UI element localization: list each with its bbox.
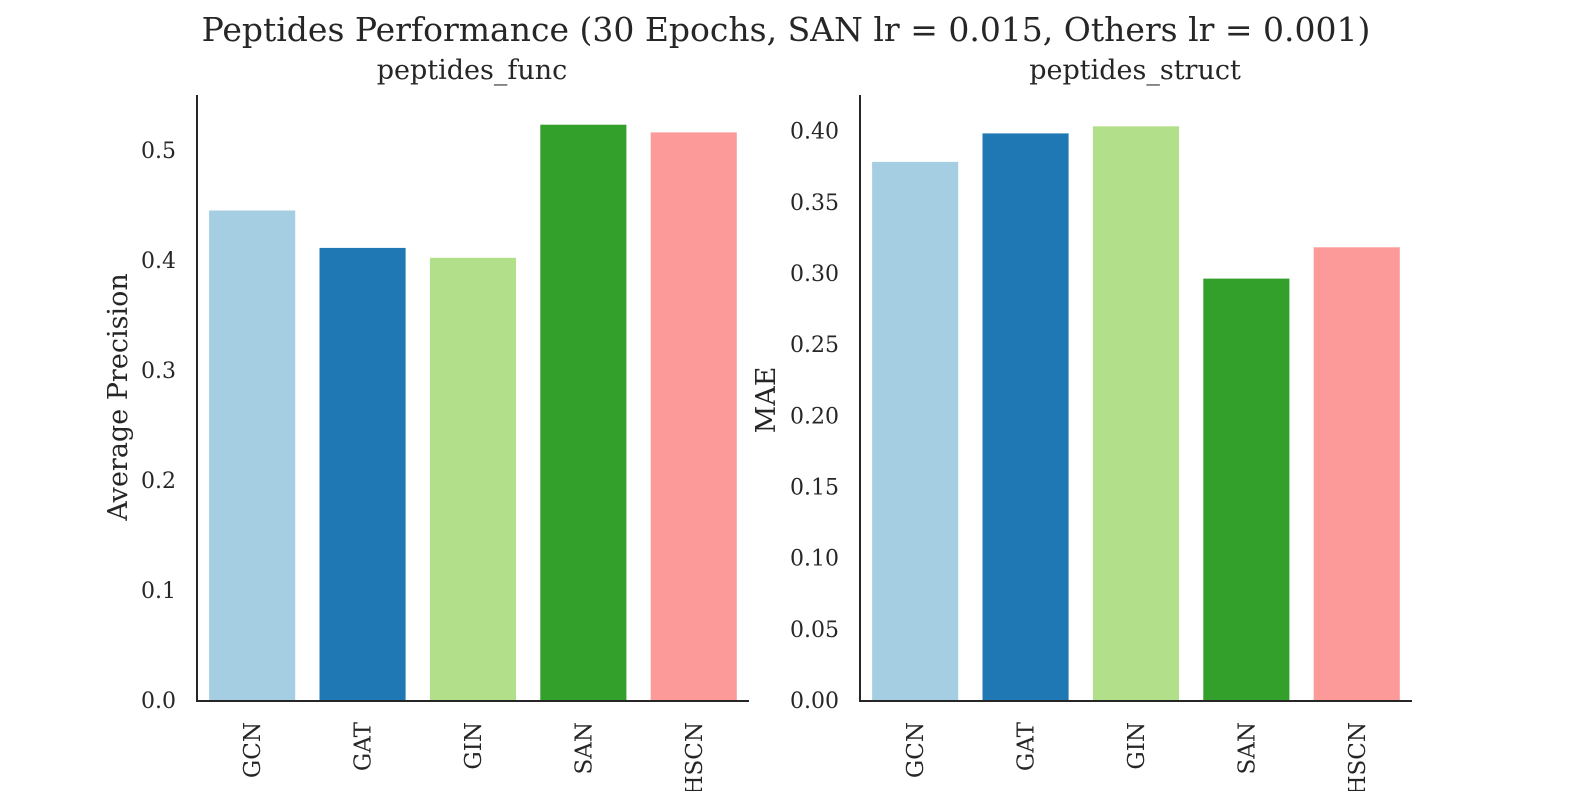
bar-san xyxy=(540,124,627,700)
y-tick-label: 0.00 xyxy=(790,689,839,714)
x-tick-label: HSCN xyxy=(682,722,708,791)
bar-hscn xyxy=(1313,247,1400,701)
x-tick-label: GIN xyxy=(1124,722,1150,770)
bar-gat xyxy=(319,247,406,700)
bar-san xyxy=(1203,278,1290,700)
x-ticks: GCN GAT GIN SAN HSCN xyxy=(903,721,1371,791)
y-tick-label: 0.25 xyxy=(790,333,839,358)
y-tick-label: 0.0 xyxy=(141,689,176,714)
y-ticks: 0.00 0.05 0.10 0.15 0.20 0.25 0.30 0.35 0.40 xyxy=(790,120,839,714)
y-tick-label: 0.5 xyxy=(141,139,176,164)
y-axis-label: MAE xyxy=(751,367,782,434)
x-tick-label: GIN xyxy=(461,722,487,770)
figure-title: Peptides Performance (30 Epochs, SAN lr … xyxy=(202,10,1371,49)
bar-gin xyxy=(1092,126,1179,701)
y-axis-label: Average Precision xyxy=(103,273,134,521)
panel-peptides-struct: peptides_struct MAE 0.00 0.05 0.10 0.15 0.20… xyxy=(751,55,1412,791)
bar-gcn xyxy=(872,161,959,700)
panel-title: peptides_func xyxy=(377,55,568,86)
bar-hscn xyxy=(650,132,737,700)
y-ticks: 0.0 0.1 0.2 0.3 0.4 0.5 xyxy=(141,139,176,714)
x-tick-label: GCN xyxy=(240,722,266,778)
x-tick-label: GAT xyxy=(1014,721,1040,771)
x-tick-label: SAN xyxy=(571,722,597,775)
bar-gin xyxy=(429,257,516,700)
panel-title: peptides_struct xyxy=(1029,55,1241,86)
y-tick-label: 0.30 xyxy=(790,262,839,287)
bar-gcn xyxy=(209,210,296,700)
y-tick-label: 0.05 xyxy=(790,618,839,643)
y-tick-label: 0.2 xyxy=(141,469,176,494)
x-tick-label: SAN xyxy=(1234,722,1260,775)
bars xyxy=(872,126,1400,701)
y-tick-label: 0.4 xyxy=(141,249,176,274)
panel-peptides-func: peptides_func Average Precision 0.00.10.… xyxy=(103,55,749,791)
y-tick-label: 0.3 xyxy=(141,359,176,384)
bars xyxy=(209,124,737,700)
y-tick-label: 0.1 xyxy=(141,579,176,604)
x-tick-label: GAT xyxy=(351,721,377,771)
x-tick-label: GCN xyxy=(903,722,929,778)
y-tick-label: 0.10 xyxy=(790,547,839,572)
y-tick-label: 0.40 xyxy=(790,120,839,145)
y-tick-label: 0.35 xyxy=(790,191,839,216)
x-ticks: GCN GAT GIN SAN HSCN xyxy=(240,721,708,791)
y-tick-label: 0.15 xyxy=(790,476,839,501)
bar-gat xyxy=(982,133,1069,700)
y-tick-label: 0.20 xyxy=(790,404,839,429)
x-tick-label: HSCN xyxy=(1345,722,1371,791)
